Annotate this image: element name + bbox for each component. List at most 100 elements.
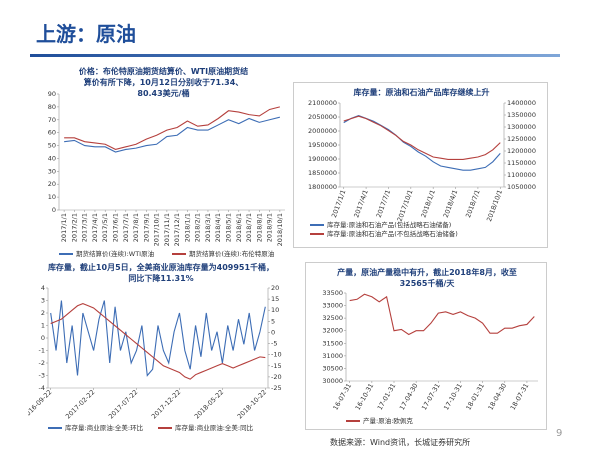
y-tick-label: 0 [41, 334, 45, 342]
x-tick-label: 2017/12/1 [173, 213, 181, 246]
x-tick-label: 17-07-31 [420, 382, 442, 412]
y-tick-label: 3 [41, 297, 45, 305]
x-tick-label: 2017/7/1 [122, 213, 130, 242]
y-tick-label: 32000 [322, 327, 343, 335]
y2-tick-label: 10 [271, 306, 279, 314]
y-tick-label: 70 [48, 116, 56, 124]
y-tick-label: 30500 [322, 364, 343, 372]
x-tick-label: 2017/10/1 [396, 189, 415, 223]
x-tick-label: 2018/10/1 [485, 189, 504, 223]
y-tick-label: 1 [41, 322, 45, 330]
y2-tick-label: -10 [271, 351, 282, 359]
y-tick-label: 32500 [322, 314, 343, 322]
x-tick-label: 2017-07-22 [107, 388, 139, 420]
x-tick-label: 17-10-31 [442, 382, 464, 412]
y2-tick-label: 0 [271, 328, 275, 336]
title-rule [30, 54, 560, 57]
y2-tick-label: -15 [271, 362, 282, 370]
series-line [343, 115, 501, 160]
y-tick-label: 31500 [322, 339, 343, 347]
y-tick-label: -4 [39, 384, 45, 392]
x-tick-label: 2018/8/1 [255, 213, 263, 242]
series-line [50, 300, 266, 377]
series-line [50, 302, 266, 380]
series-line [64, 116, 280, 153]
y2-tick-label: 1200000 [507, 147, 536, 155]
chart: -4-3-2-101234-25-20-15-10-5051015202016-… [28, 284, 282, 432]
y-tick-label: 20 [48, 180, 56, 188]
x-tick-label: 2017/4/1 [91, 213, 99, 242]
chart-title: 产量，原油产量稳中有升，截止2018年8月，收至32565千桶/天 [337, 268, 517, 288]
x-tick-label: 2018/6/1 [235, 213, 243, 242]
x-tick-label: 2018/7/1 [245, 213, 253, 242]
x-tick-label: 17-04-30 [398, 382, 420, 412]
chart-panel: -4 -3 -2 -1 0 1 2 3 4 -25 -20 -15 -10 -5 0 5 10 15 20 2016-… [28, 258, 294, 438]
legend-label: 期货结算价(连续):WTI原油 [76, 249, 154, 258]
legend-label: 库存量:原油和石油产品(包括战略石油储备) [327, 220, 451, 229]
y-tick-label: 4 [41, 284, 45, 292]
x-tick-label: 2017-12-22 [150, 388, 182, 420]
y2-tick-label: 1400000 [507, 99, 536, 107]
x-tick-label: 2018/10/1 [276, 213, 284, 246]
series-line [64, 106, 280, 151]
chart-panel: 30000 30500 31000 31500 32000 32500 33000 33500… [305, 262, 547, 430]
legend-label: 库存量:原油和石油产品(不包括战略石油储备) [327, 229, 458, 238]
x-tick-label: 2018-05-22 [193, 388, 225, 420]
x-tick-label: 2017/11/1 [163, 213, 171, 246]
x-tick-label: 2018/5/1 [225, 213, 233, 242]
chart-title: 价格：布伦特原油期货结算价、WTI原油期货结算价有所下降，10月12日分别收于7… [78, 67, 249, 98]
x-tick-label: 2018/4/1 [442, 189, 460, 219]
x-tick-label: 2018/1/1 [183, 213, 191, 242]
legend-label: 产量:原油:欧佩克 [363, 416, 413, 425]
x-tick-label: 2017-02-22 [64, 388, 96, 420]
y-tick-label: 2050000 [308, 113, 337, 121]
y2-tick-label: 1050000 [507, 183, 536, 191]
x-tick-label: 17-01-31 [376, 382, 398, 412]
chart-title: 库存量：原油和石油产品库存继续上升 [353, 88, 490, 97]
x-tick-label: 2017/7/1 [375, 189, 393, 219]
y-tick-label: 1950000 [308, 141, 337, 149]
x-tick-label: 18-04-30 [487, 382, 509, 412]
y-tick-label: -1 [39, 347, 45, 355]
x-tick-label: 2016-09-22 [28, 388, 54, 420]
x-tick-label: 2018/1/1 [419, 189, 437, 219]
x-tick-label: 18-01-31 [464, 382, 486, 412]
y-tick-label: -3 [39, 372, 45, 380]
series-line [343, 115, 501, 171]
x-tick-label: 2017/8/1 [132, 213, 140, 242]
y-tick-label: 10 [48, 193, 56, 201]
y2-tick-label: 1350000 [507, 111, 536, 119]
chart: 30000 30500 31000 31500 32000 32500 33000 33500… [322, 289, 538, 425]
legend-label: 库存量:商业原油:全美:环比 [65, 423, 144, 432]
y-tick-label: 30 [48, 167, 56, 175]
source: 数据来源：Wind资讯，长城证券研究所 [330, 438, 471, 447]
x-tick-label: 2017/5/1 [101, 213, 109, 242]
x-tick-label: 2017/6/1 [112, 213, 120, 242]
y-tick-label: 2000000 [308, 127, 337, 135]
chart-title: 库存量，截止10月5日，全美商业原油库存量为409951千桶，同比下降11.31… [47, 263, 275, 283]
y2-tick-label: 1300000 [507, 123, 536, 131]
chart-panel: 1800000 1850000 1900000 1950000 2000000 20500… [293, 82, 548, 248]
y-tick-label: 80 [48, 103, 56, 111]
x-tick-label: 16-10-31 [354, 382, 376, 412]
x-tick-label: 2017/4/1 [352, 189, 370, 219]
x-tick-label: 2018/2/1 [194, 213, 202, 242]
y-tick-label: 2 [41, 309, 45, 317]
y-tick-label: -2 [39, 359, 45, 367]
y-tick-label: 1800000 [308, 183, 337, 191]
x-tick-label: 16-07-31 [331, 382, 353, 412]
y-tick-label: 33000 [322, 302, 343, 310]
y2-tick-label: -5 [271, 340, 277, 348]
chart-panel: 0 10 20 30 40 50 60 70 80 90 2017/1/1 2017/2/1 2017/… [35, 62, 292, 262]
y2-tick-label: 15 [271, 295, 279, 303]
x-tick-label: 2018/3/1 [204, 213, 212, 242]
page-number: 9 [556, 428, 563, 439]
x-tick-label: 2017/2/1 [70, 213, 78, 242]
chart: 1800000 1850000 1900000 1950000 2000000 20500… [308, 99, 536, 238]
x-tick-label: 2018/7/1 [464, 189, 482, 219]
x-tick-label: 2017/10/1 [153, 213, 161, 246]
x-tick-label: 2017/3/1 [81, 213, 89, 242]
x-tick-label: 2018/4/1 [214, 213, 222, 242]
